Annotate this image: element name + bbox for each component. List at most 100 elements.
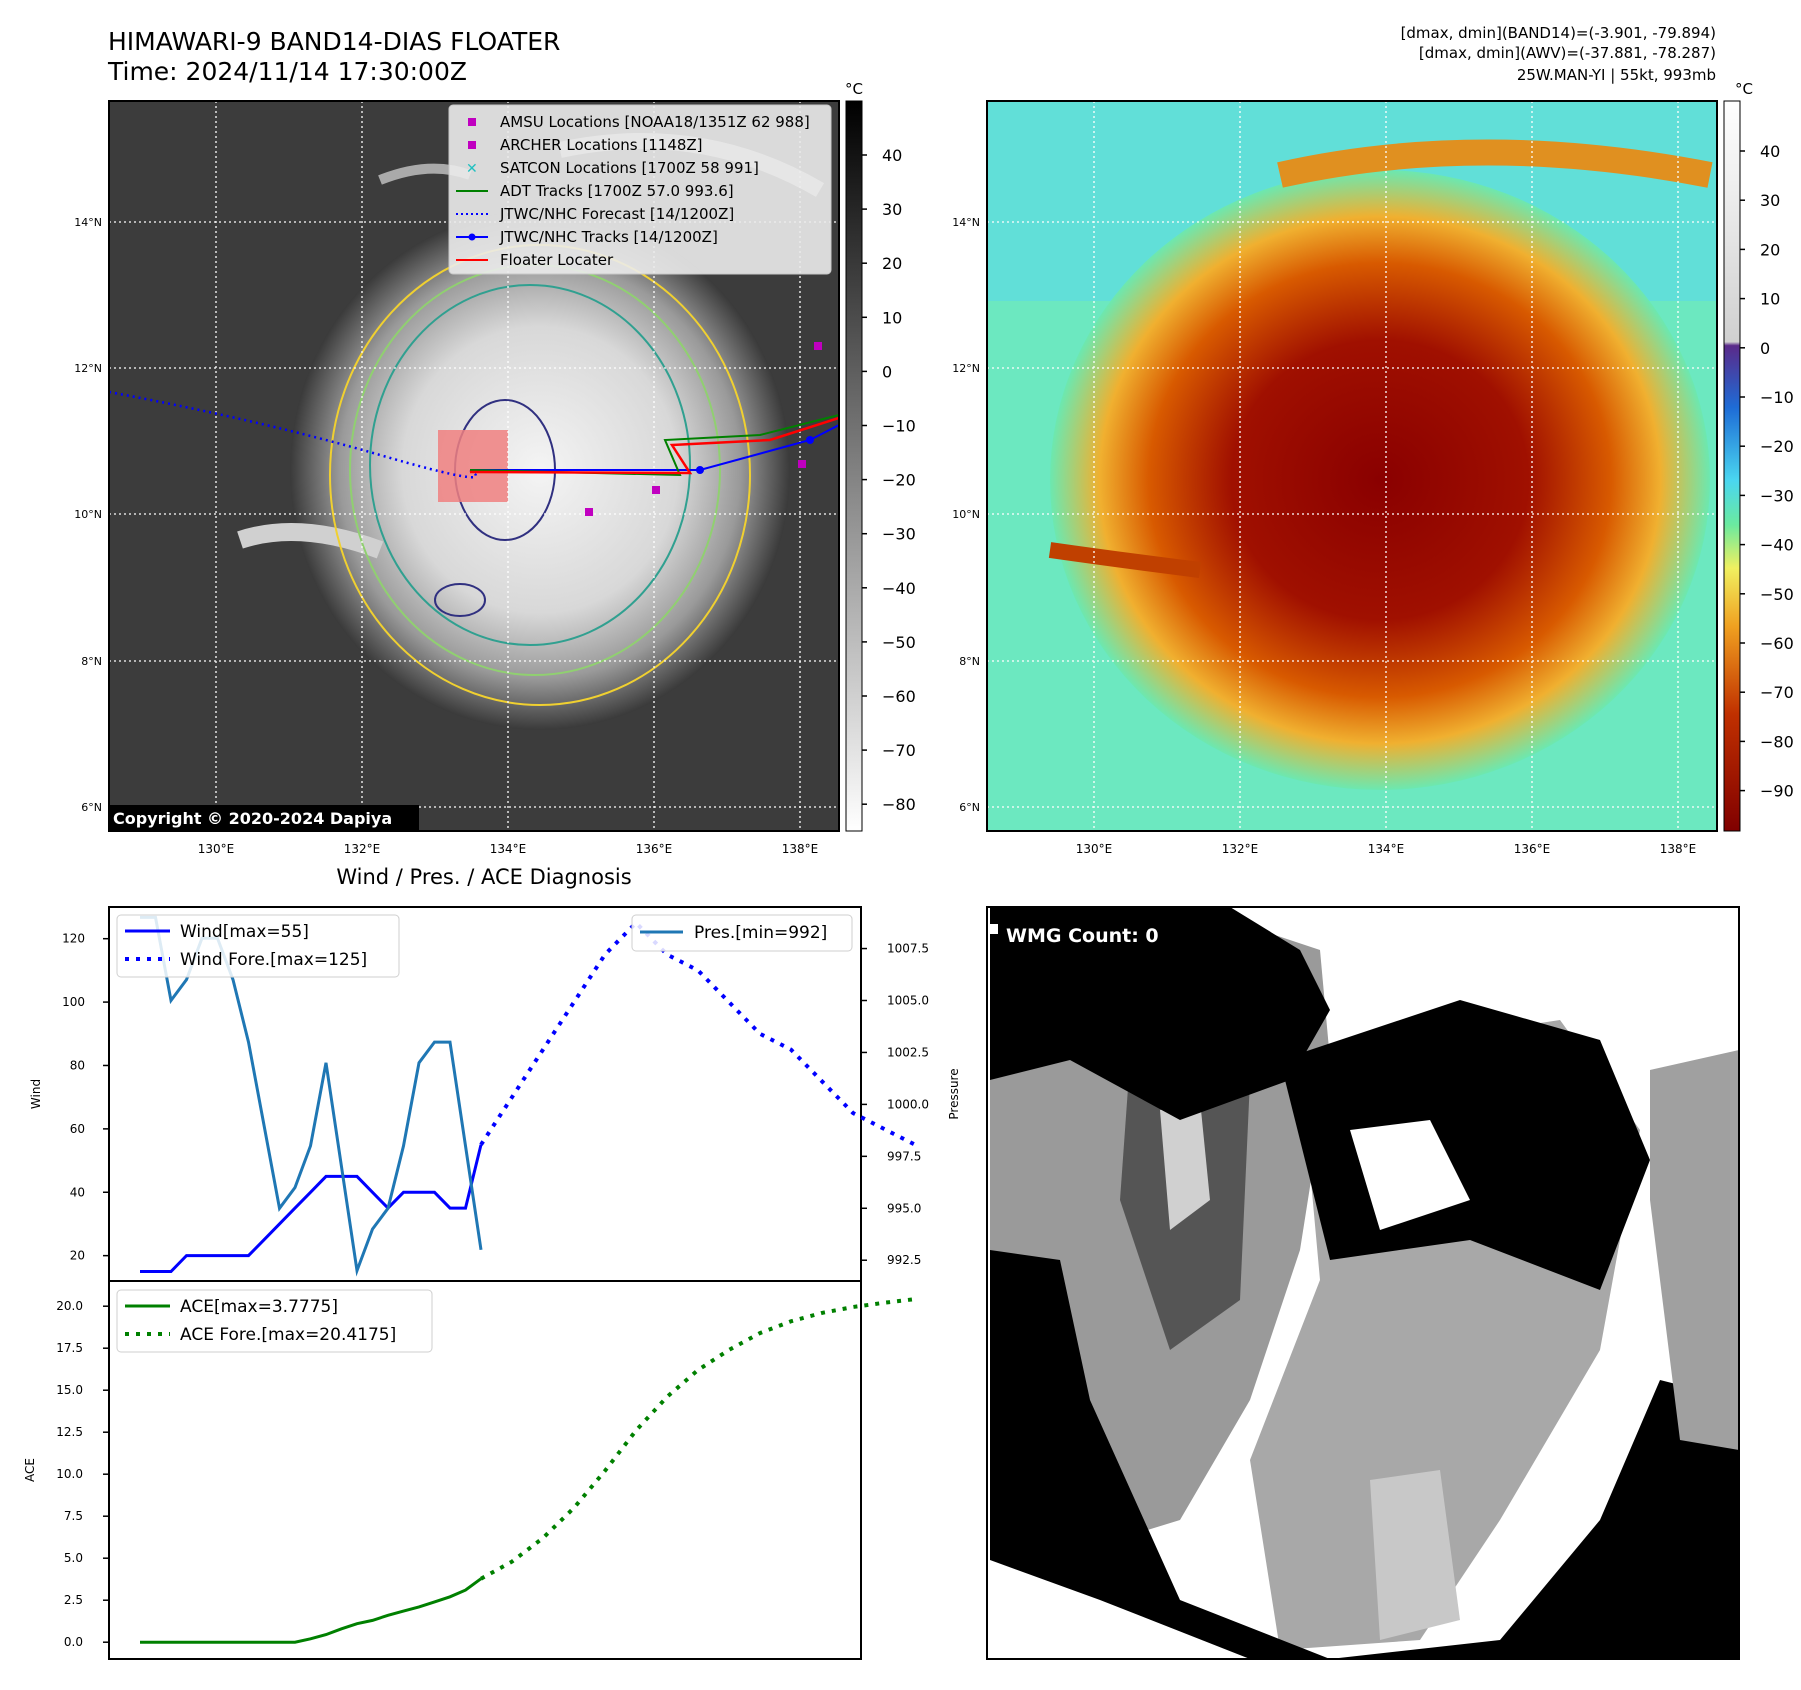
colorbar-tick-label: −60 [1760,634,1794,653]
legend-amsu-label: AMSU Locations [NOAA18/1351Z 62 988] [500,113,810,131]
ir-lon-ticks: 130°E 132°E 134°E 136°E 138°E [198,842,819,856]
wmg-black-region [1280,1000,1650,1290]
colorbar-tick-label: −40 [1760,536,1794,555]
colorbar-tick-label: −20 [882,471,916,490]
wind-tick-label: 100 [62,995,85,1009]
awv-lon-ticks: 130°E 132°E 134°E 136°E 138°E [1076,842,1697,856]
pressure-tick-label: 992.5 [887,1253,921,1267]
colorbar-tick-label: 20 [882,254,902,273]
lon-tick: 132°E [344,842,381,856]
lon-tick: 130°E [198,842,235,856]
colorbar-tick-label: −90 [1760,782,1794,801]
awv-lat-ticks: 14°N 12°N 10°N 8°N 6°N [952,216,980,814]
wind-tick-label: 20 [70,1249,85,1263]
colorbar-tick-label: 10 [882,308,902,327]
awv-colorbar [1723,100,1741,832]
colorbar-tick-label: −30 [882,525,916,544]
colorbar-tick-label: −10 [1760,388,1794,407]
pressure-tick-label: 995.0 [887,1201,921,1215]
ace-y-ticks: 0.0 2.5 5.0 7.5 10.0 12.5 15.0 17.5 20.0 [56,1299,109,1649]
wind-series-line [140,1144,483,1273]
awv-gridlines [987,101,1717,831]
legend-floater-label: Floater Locater [500,251,614,269]
wind-forecast-series-line [479,919,916,1147]
lon-tick: 134°E [1368,842,1405,856]
floater-box [438,430,508,502]
wind-tick-label: 60 [70,1122,85,1136]
ace-tick-label: 2.5 [64,1593,83,1607]
wind-legend-box [116,914,400,978]
colorbar-tick-label: 30 [1760,191,1780,210]
ace-tick-label: 5.0 [64,1551,83,1565]
ir-frame [108,100,840,832]
colorbar-tick-label: −40 [882,579,916,598]
wmg-white-region [990,1560,1250,1659]
wmg-frame [986,906,1740,1660]
archer-marker [652,486,660,494]
awv-storm [1050,170,1710,790]
info-line1: [dmax, dmin](BAND14)=(-3.901, -79.894) [1401,24,1716,42]
ace-axis-label: ACE [23,1458,37,1482]
ace-tick-label: 17.5 [56,1341,83,1355]
lon-tick: 138°E [1660,842,1697,856]
pressure-tick-label: 1002.5 [887,1045,929,1059]
ace-tick-label: 20.0 [56,1299,83,1313]
jtwc-track-point [696,466,704,474]
ace-chart: ACE 0.0 2.5 5.0 7.5 10.0 12.5 15.0 17.5 20.0 ACE… [23,1280,916,1660]
colorbar-tick-label: 0 [882,362,892,381]
awv-colorbar-ticks: 40 30 20 10 0 −10 −20 −30 −40 −50 −60 −70 −80 −90 [1740,142,1794,801]
pressure-tick-label: 1005.0 [887,994,929,1008]
amsu-marker [814,342,822,350]
legend-satcon-icon: ✕ [466,161,478,177]
jtwc-track [470,424,839,471]
info-line3: 25W.MAN-YI | 55kt, 993mb [1517,66,1716,84]
legend-archer-icon [468,141,476,149]
ir-colorbar [845,100,863,832]
wmg-black-region [990,907,1330,1120]
legend-adt-label: ADT Tracks [1700Z 57.0 993.6] [500,182,734,200]
lon-tick: 136°E [1514,842,1551,856]
lon-tick: 138°E [782,842,819,856]
ace-forecast-legend-label: ACE Fore.[max=20.4175] [180,1325,396,1345]
ace-legend-label: ACE[max=3.7775] [180,1297,338,1317]
lat-tick: 8°N [959,655,980,668]
legend-archer-label: ARCHER Locations [1148Z] [500,136,703,154]
ace-series-line [140,1577,482,1644]
awv-feeder-band [1048,542,1201,578]
diagnosis-title: Wind / Pres. / ACE Diagnosis [336,865,631,889]
pressure-axis-label: Pressure [947,1068,961,1119]
jtwc-track-point [806,436,814,444]
lon-tick: 134°E [490,842,527,856]
ace-tick-label: 7.5 [64,1509,83,1523]
lat-tick: 10°N [74,508,102,521]
wmg-gray-region [1650,1050,1739,1450]
colorbar-tick-label: 0 [1760,339,1770,358]
legend-box [448,104,832,275]
lat-tick: 12°N [74,362,102,375]
colorbar-tick-label: 20 [1760,240,1780,259]
amsu-marker [798,460,806,468]
ir-contour-navy [434,583,486,617]
pressure-tick-label: 1007.5 [887,942,929,956]
lat-tick: 10°N [952,508,980,521]
colorbar-tick-label: −60 [882,687,916,706]
lon-tick: 136°E [636,842,673,856]
floater-locater-track [469,416,839,475]
pressure-tick-label: 1000.0 [887,1097,929,1111]
wind-forecast-legend-label: Wind Fore.[max=125] [180,950,367,970]
lat-tick: 12°N [952,362,980,375]
ace-tick-label: 12.5 [56,1425,83,1439]
legend-tracks-label: JTWC/NHC Tracks [14/1200Z] [499,228,718,246]
wind-tick-label: 80 [70,1058,85,1072]
ace-tick-label: 10.0 [56,1467,83,1481]
wind-y-ticks: 20 40 60 80 100 120 [62,932,109,1263]
ace-tick-label: 15.0 [56,1383,83,1397]
pressure-y-ticks: 992.5 995.0 997.5 1000.0 1002.5 1005.0 1007.5 [861,942,929,1267]
wmg-white-region [1350,1120,1470,1230]
pressure-legend-label: Pres.[min=992] [694,923,827,943]
lat-tick: 6°N [959,801,980,814]
wind-tick-label: 120 [62,932,85,946]
awv-colorbar-unit: °C [1735,80,1753,98]
colorbar-tick-label: −80 [1760,732,1794,751]
